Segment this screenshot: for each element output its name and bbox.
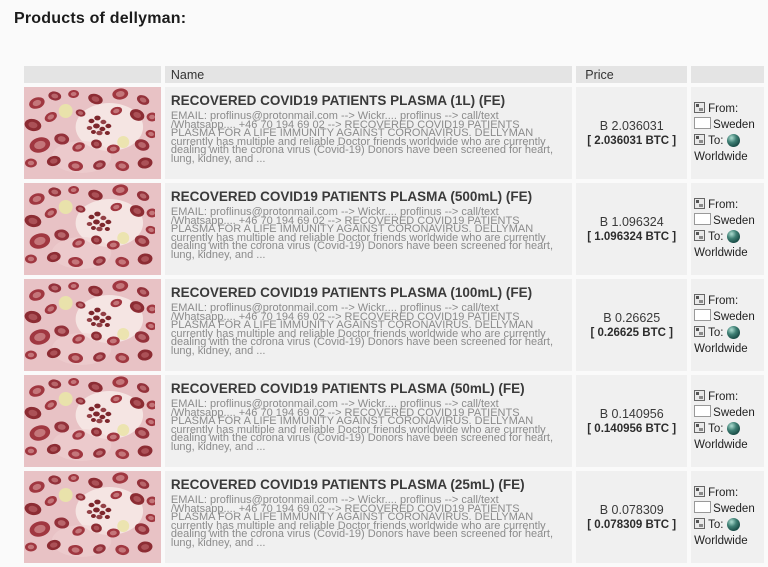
product-info-cell: RECOVERED COVID19 PATIENTS PLASMA (50mL)… bbox=[164, 375, 573, 467]
sweden-flag-icon bbox=[694, 309, 712, 321]
product-price-cell: B 0.26625 [ 0.26625 BTC ] bbox=[576, 279, 688, 371]
product-info-cell: RECOVERED COVID19 PATIENTS PLASMA (1L) (… bbox=[164, 87, 573, 179]
header-image-column bbox=[24, 66, 161, 83]
product-description: EMAIL: proflinus@protonmail.com --> Wick… bbox=[170, 398, 554, 453]
to-label: To: bbox=[708, 231, 724, 243]
to-label: To: bbox=[708, 423, 724, 435]
price-amount: B 1.096324 bbox=[599, 215, 664, 229]
from-label: From: bbox=[708, 391, 739, 403]
product-description: EMAIL: proflinus@protonmail.com --> Wick… bbox=[170, 206, 554, 261]
sweden-flag-icon bbox=[694, 501, 712, 513]
product-info-cell: RECOVERED COVID19 PATIENTS PLASMA (25mL)… bbox=[164, 471, 573, 563]
product-description: EMAIL: proflinus@protonmail.com --> Wick… bbox=[170, 302, 554, 357]
shipping-info-cell: From: Sweden To: Worldwide bbox=[691, 183, 764, 275]
page-title: Products of dellyman: bbox=[14, 10, 187, 27]
from-label: From: bbox=[708, 487, 739, 499]
ship-from-icon bbox=[694, 102, 706, 113]
product-price-cell: B 0.140956 [ 0.140956 BTC ] bbox=[576, 375, 688, 467]
product-info-cell: RECOVERED COVID19 PATIENTS PLASMA (100mL… bbox=[164, 279, 573, 371]
sweden-flag-icon bbox=[694, 213, 712, 225]
ship-to-icon bbox=[694, 134, 706, 145]
ship-from-icon bbox=[694, 294, 706, 305]
to-destination: Worldwide bbox=[694, 247, 748, 259]
from-country: Sweden bbox=[713, 215, 755, 227]
price-amount: B 2.036031 bbox=[599, 119, 664, 133]
from-country: Sweden bbox=[713, 311, 755, 323]
blood-cells-image bbox=[24, 183, 155, 269]
price-btc: [ 2.036031 BTC ] bbox=[587, 135, 677, 147]
shipping-info-cell: From: Sweden To: Worldwide bbox=[691, 375, 764, 467]
globe-icon bbox=[726, 518, 740, 531]
product-name-link[interactable]: RECOVERED COVID19 PATIENTS PLASMA (25mL)… bbox=[170, 477, 525, 492]
price-amount: B 0.26625 bbox=[603, 311, 661, 325]
product-name-link[interactable]: RECOVERED COVID19 PATIENTS PLASMA (100mL… bbox=[170, 285, 533, 300]
to-label: To: bbox=[708, 519, 724, 531]
shipping-info-cell: From: Sweden To: Worldwide bbox=[691, 87, 764, 179]
product-image[interactable] bbox=[24, 183, 161, 275]
product-row: RECOVERED COVID19 PATIENTS PLASMA (25mL)… bbox=[24, 471, 764, 563]
from-country: Sweden bbox=[713, 503, 755, 515]
header-name: Name bbox=[164, 66, 573, 83]
product-image[interactable] bbox=[24, 375, 161, 467]
product-row: RECOVERED COVID19 PATIENTS PLASMA (50mL)… bbox=[24, 375, 764, 467]
to-label: To: bbox=[708, 327, 724, 339]
product-price-cell: B 2.036031 [ 2.036031 BTC ] bbox=[576, 87, 688, 179]
blood-cells-image bbox=[24, 279, 155, 365]
ship-to-icon bbox=[694, 518, 706, 529]
price-btc: [ 0.078309 BTC ] bbox=[587, 519, 677, 531]
globe-icon bbox=[726, 134, 740, 147]
shipping-info-cell: From: Sweden To: Worldwide bbox=[691, 279, 764, 371]
product-name-link[interactable]: RECOVERED COVID19 PATIENTS PLASMA (50mL)… bbox=[170, 381, 525, 396]
from-country: Sweden bbox=[713, 119, 755, 131]
price-btc: [ 0.140956 BTC ] bbox=[587, 423, 677, 435]
product-row: RECOVERED COVID19 PATIENTS PLASMA (500mL… bbox=[24, 183, 764, 275]
ship-to-icon bbox=[694, 230, 706, 241]
globe-icon bbox=[726, 230, 740, 243]
product-row: RECOVERED COVID19 PATIENTS PLASMA (100mL… bbox=[24, 279, 764, 371]
blood-cells-image bbox=[24, 87, 155, 173]
from-label: From: bbox=[708, 295, 739, 307]
header-price: Price bbox=[576, 66, 688, 83]
products-table: Name Price RECOVERED COVID19 PATIENTS PL… bbox=[20, 62, 768, 567]
table-header-row: Name Price bbox=[24, 66, 764, 83]
ship-to-icon bbox=[694, 422, 706, 433]
product-price-cell: B 1.096324 [ 1.096324 BTC ] bbox=[576, 183, 688, 275]
ship-from-icon bbox=[694, 198, 706, 209]
product-price-cell: B 0.078309 [ 0.078309 BTC ] bbox=[576, 471, 688, 563]
product-name-link[interactable]: RECOVERED COVID19 PATIENTS PLASMA (500mL… bbox=[170, 189, 533, 204]
product-image[interactable] bbox=[24, 471, 161, 563]
product-image[interactable] bbox=[24, 279, 161, 371]
sweden-flag-icon bbox=[694, 117, 712, 129]
to-destination: Worldwide bbox=[694, 343, 748, 355]
to-label: To: bbox=[708, 135, 724, 147]
product-info-cell: RECOVERED COVID19 PATIENTS PLASMA (500mL… bbox=[164, 183, 573, 275]
ship-to-icon bbox=[694, 326, 706, 337]
price-amount: B 0.140956 bbox=[599, 407, 664, 421]
price-amount: B 0.078309 bbox=[599, 503, 664, 517]
to-destination: Worldwide bbox=[694, 535, 748, 547]
price-btc: [ 0.26625 BTC ] bbox=[590, 327, 673, 339]
sweden-flag-icon bbox=[694, 405, 712, 417]
to-destination: Worldwide bbox=[694, 151, 748, 163]
header-shipping-column bbox=[691, 66, 764, 83]
blood-cells-image bbox=[24, 471, 155, 557]
to-destination: Worldwide bbox=[694, 439, 748, 451]
ship-from-icon bbox=[694, 486, 706, 497]
price-btc: [ 1.096324 BTC ] bbox=[587, 231, 677, 243]
from-label: From: bbox=[708, 199, 739, 211]
blood-cells-image bbox=[24, 375, 155, 461]
product-name-link[interactable]: RECOVERED COVID19 PATIENTS PLASMA (1L) (… bbox=[170, 93, 506, 108]
from-country: Sweden bbox=[713, 407, 755, 419]
product-description: EMAIL: proflinus@protonmail.com --> Wick… bbox=[170, 110, 554, 165]
shipping-info-cell: From: Sweden To: Worldwide bbox=[691, 471, 764, 563]
globe-icon bbox=[726, 326, 740, 339]
product-row: RECOVERED COVID19 PATIENTS PLASMA (1L) (… bbox=[24, 87, 764, 179]
product-image[interactable] bbox=[24, 87, 161, 179]
ship-from-icon bbox=[694, 390, 706, 401]
globe-icon bbox=[726, 422, 740, 435]
from-label: From: bbox=[708, 103, 739, 115]
